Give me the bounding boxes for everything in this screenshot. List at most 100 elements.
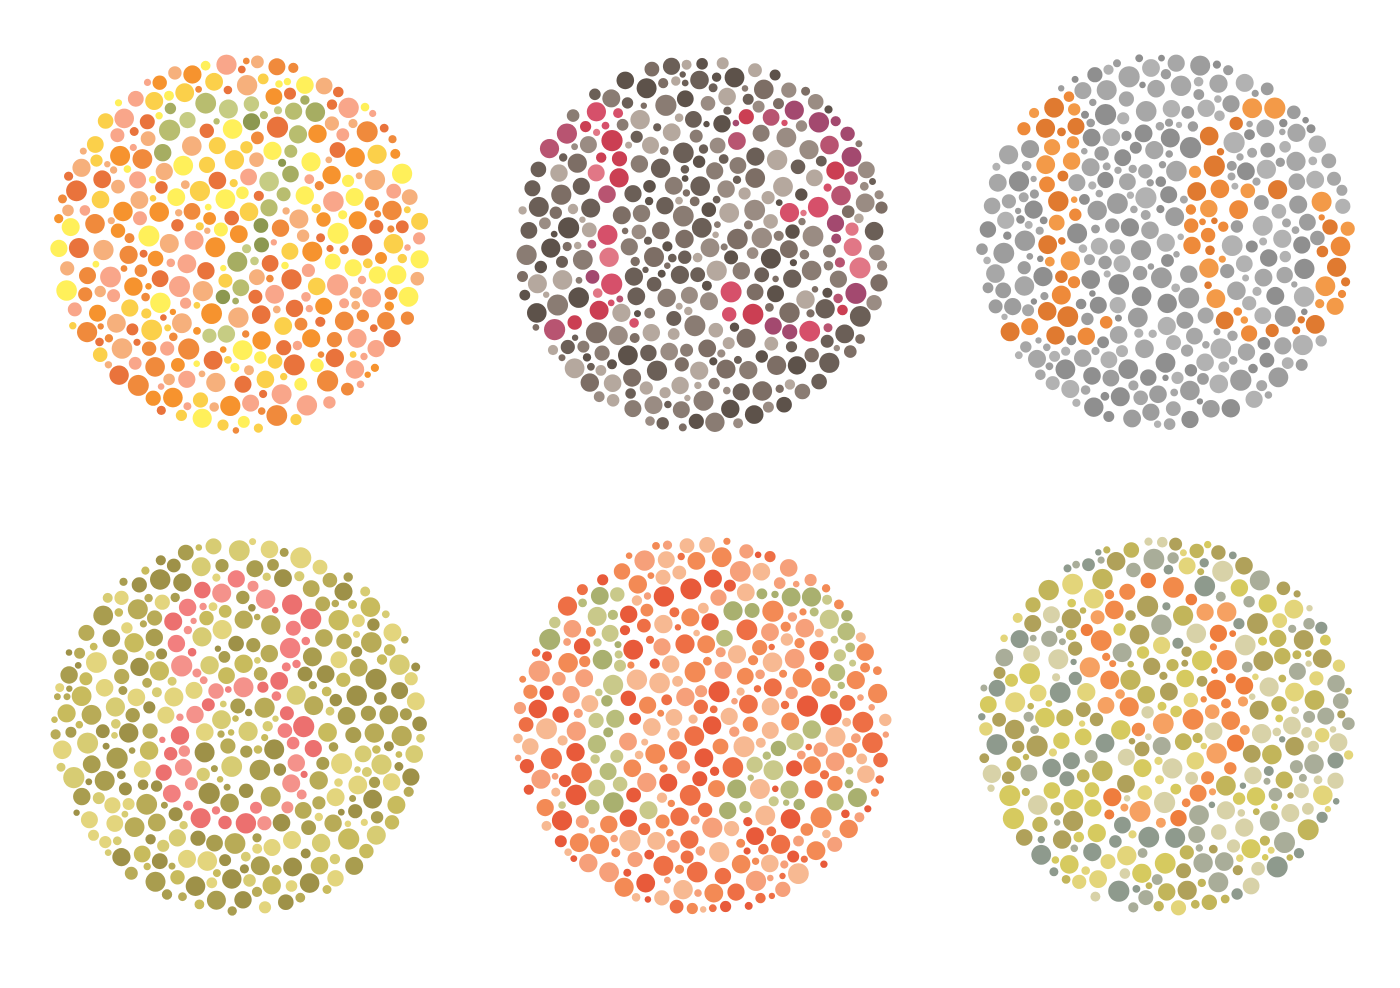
ground-dot <box>99 836 112 849</box>
ground-dot <box>1137 595 1159 617</box>
ground-dot <box>763 678 782 697</box>
ground-dot <box>325 156 333 164</box>
ground-dot <box>842 717 852 727</box>
ground-dot <box>743 817 753 827</box>
ground-dot <box>86 652 107 673</box>
ground-dot <box>410 250 429 269</box>
ground-dot <box>236 186 249 200</box>
ground-dot <box>681 175 689 182</box>
figure-dot <box>1131 722 1146 737</box>
ground-dot <box>589 834 610 854</box>
figure-dot <box>190 808 211 829</box>
ground-dot <box>240 745 253 758</box>
ground-dot <box>528 196 549 217</box>
ground-dot <box>112 649 128 665</box>
ground-dot <box>732 175 742 184</box>
ground-dot <box>244 365 254 376</box>
figure-dot <box>1218 221 1229 232</box>
ground-dot <box>267 559 279 571</box>
ground-dot <box>796 290 815 309</box>
ground-dot <box>212 620 232 640</box>
ground-dot <box>1213 328 1221 336</box>
figure-dot <box>599 247 619 267</box>
ground-dot <box>1313 785 1333 806</box>
ground-dot <box>780 809 801 829</box>
ground-dot <box>1204 722 1223 741</box>
ground-dot <box>562 686 580 704</box>
ground-dot <box>195 544 203 551</box>
ground-dot <box>554 835 567 848</box>
ground-dot <box>218 667 235 684</box>
ground-dot <box>699 906 707 913</box>
ground-dot <box>775 199 783 207</box>
ground-dot <box>370 811 384 824</box>
ground-dot <box>143 862 151 871</box>
ground-dot <box>305 304 313 313</box>
ground-dot <box>368 266 386 284</box>
ground-dot <box>988 679 1006 697</box>
ground-dot <box>116 770 126 780</box>
ground-dot <box>192 408 212 428</box>
ground-dot <box>776 396 792 413</box>
ground-dot <box>676 760 691 774</box>
plate-dots-3 <box>976 54 1355 430</box>
figure-dot <box>809 607 819 617</box>
ground-dot <box>78 624 95 641</box>
ground-dot <box>1049 682 1071 703</box>
ground-dot <box>139 249 148 258</box>
figure-dot <box>782 324 798 340</box>
ground-dot <box>983 256 991 265</box>
figure-dot <box>1105 600 1124 620</box>
figure-dot <box>586 102 606 122</box>
ground-dot <box>325 706 335 716</box>
ground-dot <box>623 639 644 660</box>
ground-dot <box>612 303 631 322</box>
ground-dot <box>1051 856 1060 864</box>
ground-dot <box>397 253 407 264</box>
figure-dot <box>201 698 215 712</box>
ground-dot <box>754 551 762 559</box>
ground-dot <box>1014 276 1035 296</box>
figure-dot <box>820 135 839 155</box>
ground-dot <box>661 694 673 706</box>
ground-dot <box>1020 341 1032 353</box>
ground-dot <box>302 647 322 667</box>
ground-dot <box>1239 782 1247 789</box>
ground-dot <box>594 345 610 361</box>
ground-dot <box>552 270 573 290</box>
ground-dot <box>194 899 205 910</box>
ground-dot <box>706 162 724 180</box>
plate-dots-4 <box>50 538 427 916</box>
ground-dot <box>662 540 673 550</box>
ground-dot <box>254 351 267 364</box>
ground-dot <box>1076 769 1090 783</box>
ground-dot <box>145 357 165 377</box>
ground-dot <box>1181 646 1192 657</box>
ground-dot <box>100 266 121 288</box>
figure-dot <box>1199 258 1219 278</box>
ground-dot <box>327 870 344 887</box>
figure-dot <box>587 606 607 626</box>
figure-dot <box>1225 673 1236 684</box>
ground-dot <box>65 649 73 656</box>
ground-dot <box>522 738 539 755</box>
ground-dot <box>151 270 169 288</box>
ground-dot <box>697 802 713 818</box>
ground-dot <box>234 654 253 673</box>
ground-dot <box>167 188 186 207</box>
ground-dot <box>743 847 751 855</box>
ground-dot <box>755 892 766 904</box>
figure-dot <box>601 121 610 130</box>
figure-dot <box>1090 630 1112 651</box>
figure-dot <box>1189 784 1207 802</box>
ground-dot <box>321 686 332 697</box>
ground-dot <box>151 853 168 870</box>
figure-dot <box>184 777 198 791</box>
ground-dot <box>580 373 599 392</box>
ground-dot <box>1062 752 1080 770</box>
ground-dot <box>1235 818 1254 837</box>
ground-dot <box>1081 110 1089 119</box>
ground-dot <box>381 610 390 619</box>
ground-dot <box>700 238 720 258</box>
ground-dot <box>1133 390 1148 406</box>
